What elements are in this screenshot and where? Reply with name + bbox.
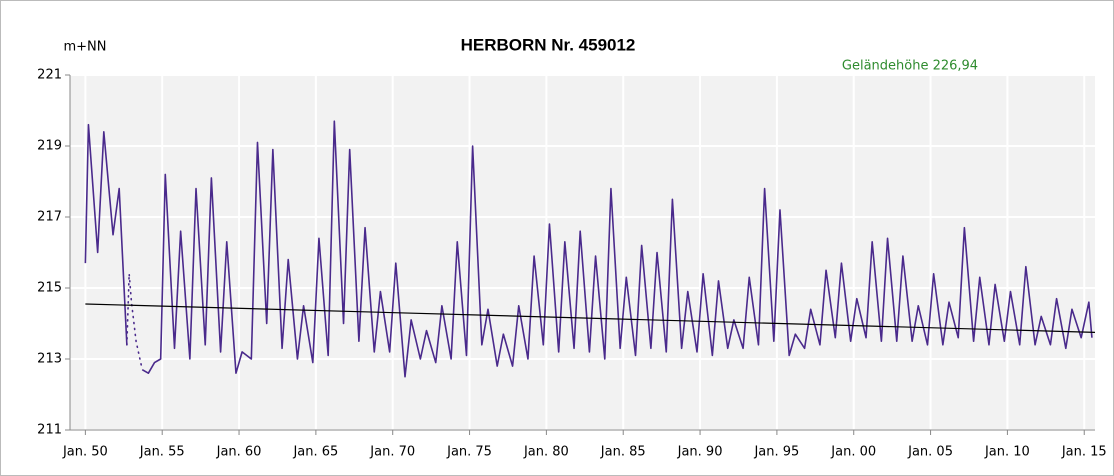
x-tick-label: Jan. 85 [600, 445, 646, 460]
y-tick-label: 217 [37, 210, 62, 225]
x-tick-label: Jan. 55 [139, 445, 185, 460]
x-tick-label: Jan. 15 [1061, 445, 1107, 460]
x-tick-label: Jan. 50 [62, 445, 108, 460]
series-line [85, 303, 1096, 333]
series-line [84, 120, 1093, 378]
y-tick-label: 213 [37, 352, 62, 367]
x-tick-label: Jan. 60 [216, 445, 262, 460]
x-tick-label: Jan. 90 [677, 445, 723, 460]
annotation: Geländehöhe 226,94 [842, 59, 978, 74]
x-tick-label: Jan. 00 [830, 445, 876, 460]
x-tick-label: Jan. 95 [753, 445, 799, 460]
x-tick-label: Jan. 05 [907, 445, 953, 460]
x-tick-label: Jan. 70 [369, 445, 415, 460]
y-tick-label: 221 [37, 68, 62, 83]
x-tick-label: Jan. 80 [523, 445, 569, 460]
y-tick-label: 215 [37, 281, 62, 296]
y-tick-label: 219 [37, 139, 62, 154]
y-tick-label: 211 [37, 423, 62, 438]
x-tick-label: Jan. 10 [984, 445, 1030, 460]
x-tick-label: Jan. 75 [446, 445, 492, 460]
x-tick-label: Jan. 65 [292, 445, 338, 460]
series-line [126, 273, 144, 371]
y-axis-label: m+NN [63, 40, 106, 55]
chart-title: HERBORN Nr. 459012 [461, 35, 636, 54]
